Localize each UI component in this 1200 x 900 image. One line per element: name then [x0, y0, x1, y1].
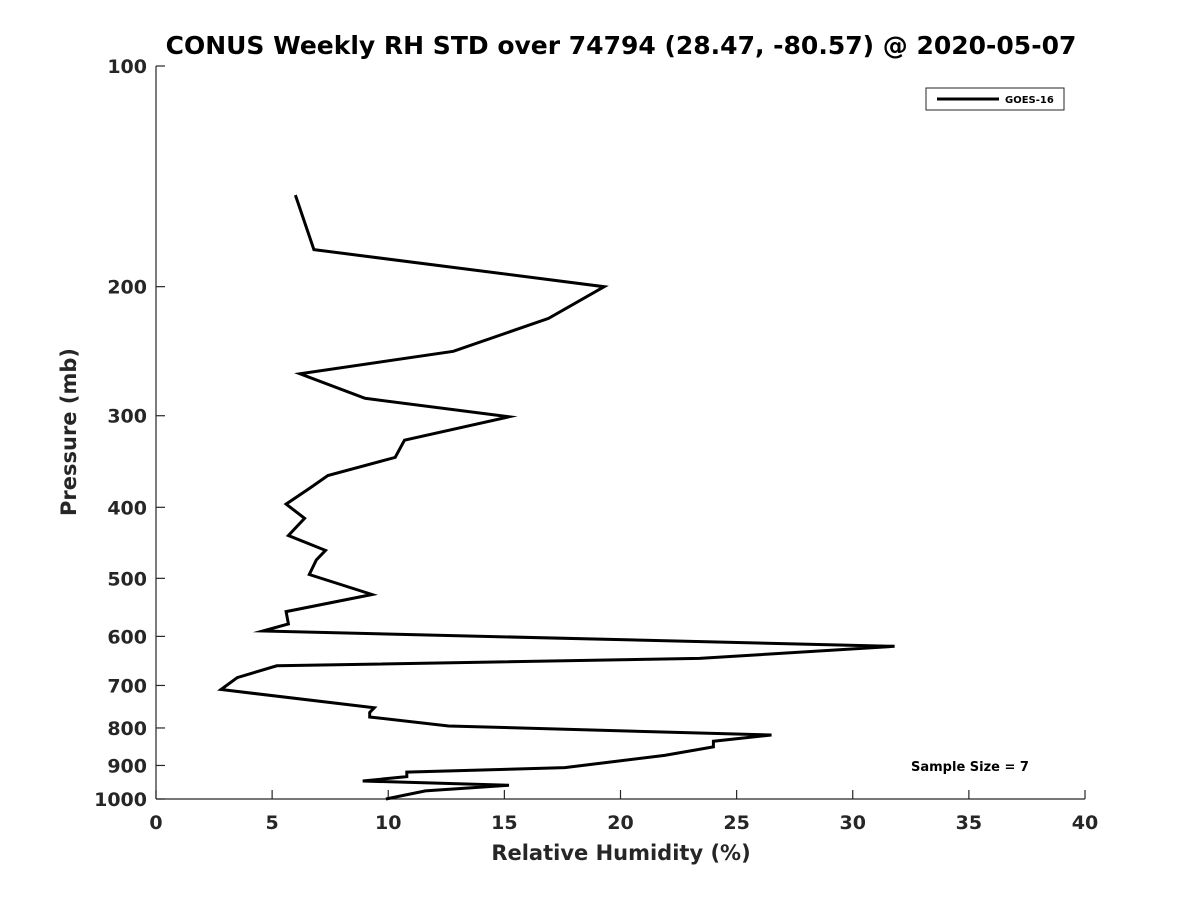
chart-title: CONUS Weekly RH STD over 74794 (28.47, -…	[166, 31, 1077, 60]
legend: GOES-16	[925, 87, 1065, 111]
y-tick-label: 600	[107, 626, 147, 648]
x-tick-label: 10	[375, 812, 401, 834]
y-tick-label: 100	[107, 56, 147, 78]
plot-area	[156, 66, 1085, 799]
series-line-goes-16	[217, 194, 895, 801]
x-axis-label: Relative Humidity (%)	[491, 841, 750, 865]
x-tick-label: 25	[723, 812, 749, 834]
y-tick-label: 300	[107, 406, 147, 428]
y-tick-label: 1000	[94, 789, 147, 811]
y-tick-label: 400	[107, 497, 147, 519]
y-tick-label: 500	[107, 568, 147, 590]
sample-size-annotation: Sample Size = 7	[911, 760, 1029, 775]
legend-label-goes-16: GOES-16	[1005, 95, 1054, 106]
x-tick-label: 5	[266, 812, 279, 834]
x-tick-label: 0	[149, 812, 162, 834]
x-tick-label: 15	[491, 812, 517, 834]
x-tick-label: 30	[840, 812, 866, 834]
y-tick-label: 700	[107, 675, 147, 697]
series-group	[217, 194, 895, 801]
y-axis-label: Pressure (mb)	[57, 348, 81, 516]
y-tick-label: 900	[107, 755, 147, 777]
x-tick-label: 20	[607, 812, 633, 834]
y-tick-label: 200	[107, 277, 147, 299]
x-tick-label: 40	[1072, 812, 1098, 834]
x-tick-label: 35	[956, 812, 982, 834]
y-tick-label: 800	[107, 718, 147, 740]
y-axis: 100 200 300 400 500 600 700 800 900 1000	[94, 56, 165, 811]
x-axis: 0 5 10 15 20 25 30 35 40	[149, 790, 1098, 834]
